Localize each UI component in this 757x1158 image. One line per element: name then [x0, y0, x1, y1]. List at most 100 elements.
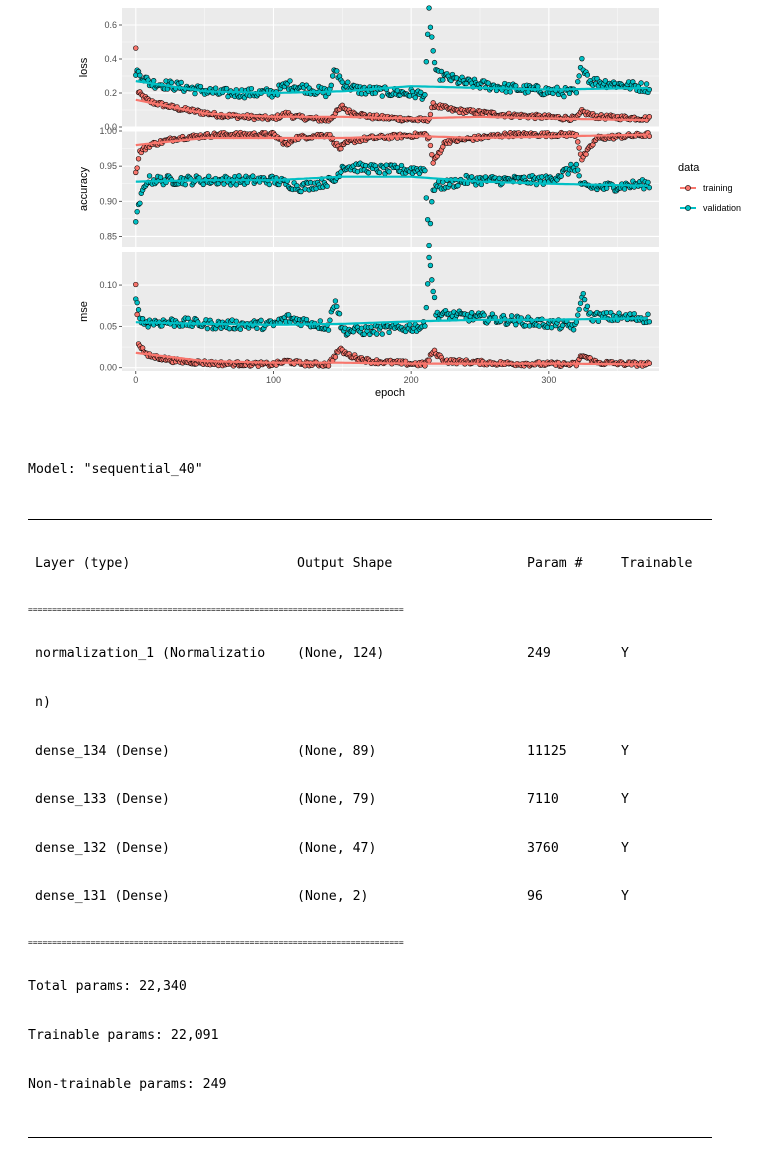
validation-point — [197, 83, 204, 90]
validation-point — [426, 254, 432, 261]
validation-point — [447, 181, 453, 188]
y-axis-title: accuracy — [78, 166, 90, 211]
training-point — [646, 133, 653, 139]
validation-point — [485, 80, 491, 86]
layer-params: 11125 — [527, 743, 567, 759]
validation-point — [576, 73, 582, 79]
validation-point — [646, 184, 653, 191]
validation-point — [508, 313, 515, 319]
training-point — [133, 281, 139, 288]
validation-point — [580, 290, 586, 297]
validation-point — [430, 288, 436, 295]
panel-background — [122, 8, 659, 127]
x-tick-label: 200 — [404, 375, 419, 385]
header-output-shape: Output Shape — [297, 556, 393, 572]
validation-point — [386, 329, 392, 335]
summary-double-rule: ========================================… — [28, 937, 404, 947]
validation-point — [398, 162, 405, 169]
layer-name: n) — [35, 695, 51, 710]
validation-point — [561, 93, 567, 100]
training-point — [325, 363, 332, 369]
validation-point — [332, 298, 339, 304]
validation-point — [645, 311, 651, 317]
validation-point — [565, 171, 571, 177]
model-name-line: Model: "sequential_40" — [28, 462, 203, 478]
validation-point — [386, 169, 392, 175]
validation-point — [133, 219, 139, 225]
validation-point — [423, 59, 429, 65]
validation-point — [178, 79, 184, 86]
layer-row: n) — [28, 695, 718, 711]
validation-point — [584, 72, 591, 78]
training-trend-line — [135, 98, 649, 122]
validation-point — [376, 169, 383, 176]
validation-point — [254, 325, 260, 332]
validation-point — [469, 310, 475, 316]
validation-point — [478, 181, 485, 188]
training-point — [583, 151, 589, 157]
validation-point — [328, 82, 334, 88]
layer-trainable: Y — [621, 889, 629, 905]
validation-point — [584, 303, 591, 309]
validation-point — [334, 303, 340, 310]
x-tick-label: 100 — [266, 375, 281, 385]
validation-trend-line — [135, 317, 649, 326]
layer-shape: (None, 89) — [297, 743, 377, 759]
validation-point — [431, 187, 438, 193]
x-tick-label: 300 — [541, 375, 556, 385]
series-training — [133, 45, 653, 124]
x-axis-title: epoch — [375, 387, 405, 399]
y-axis-title: loss — [78, 57, 90, 77]
validation-point — [185, 315, 191, 322]
validation-point — [423, 195, 429, 201]
validation-point — [204, 325, 211, 332]
validation-point — [372, 90, 379, 96]
validation-point — [455, 182, 461, 189]
validation-point — [575, 312, 581, 318]
validation-point — [438, 68, 445, 75]
summary-double-rule: ========================================… — [28, 605, 404, 614]
validation-point — [573, 90, 580, 96]
layer-row: normalization_1 (Normalizatio (None, 124)… — [28, 646, 718, 662]
layer-name: dense_134 (Dense) — [35, 743, 170, 759]
layer-trainable: Y — [621, 646, 629, 662]
y-tick-label: 0.90 — [99, 196, 117, 206]
validation-point — [558, 173, 564, 179]
validation-trend-line — [135, 175, 649, 187]
validation-point — [324, 183, 330, 189]
layer-trainable: Y — [621, 743, 629, 759]
validation-point — [345, 79, 351, 85]
validation-point — [426, 5, 432, 11]
validation-point — [440, 77, 446, 83]
validation-point — [425, 216, 431, 223]
validation-point — [422, 167, 428, 174]
validation-point — [412, 94, 418, 101]
training-point — [134, 165, 140, 171]
y-tick-label: 0.4 — [104, 54, 117, 64]
validation-point — [643, 81, 650, 87]
validation-point — [430, 48, 436, 54]
layer-name: normalization_1 (Normalizatio — [35, 646, 266, 662]
validation-point — [287, 78, 293, 84]
validation-point — [568, 161, 574, 168]
training-point — [133, 169, 139, 176]
validation-point — [570, 327, 577, 333]
facet-mse: 0.00 0.05 0.10 mse — [78, 252, 659, 373]
layer-name: dense_132 (Dense) — [35, 840, 170, 856]
y-tick-label: 0.6 — [104, 20, 117, 30]
validation-point — [221, 181, 227, 187]
validation-point — [429, 277, 435, 283]
layer-trainable: Y — [621, 792, 629, 808]
series-training — [133, 129, 653, 176]
training-point — [430, 160, 436, 166]
validation-point — [317, 318, 323, 324]
validation-point — [579, 55, 585, 62]
validation-point — [645, 179, 651, 186]
validation-point — [573, 161, 580, 168]
training-point — [429, 151, 435, 158]
layer-row: dense_131 (Dense) (None, 2) 96 Y — [28, 889, 718, 905]
training-point — [576, 145, 582, 151]
training-point — [575, 139, 581, 145]
model-summary: Model: "sequential_40" Layer (type) Outpu… — [28, 430, 718, 1158]
training-point — [426, 357, 432, 364]
